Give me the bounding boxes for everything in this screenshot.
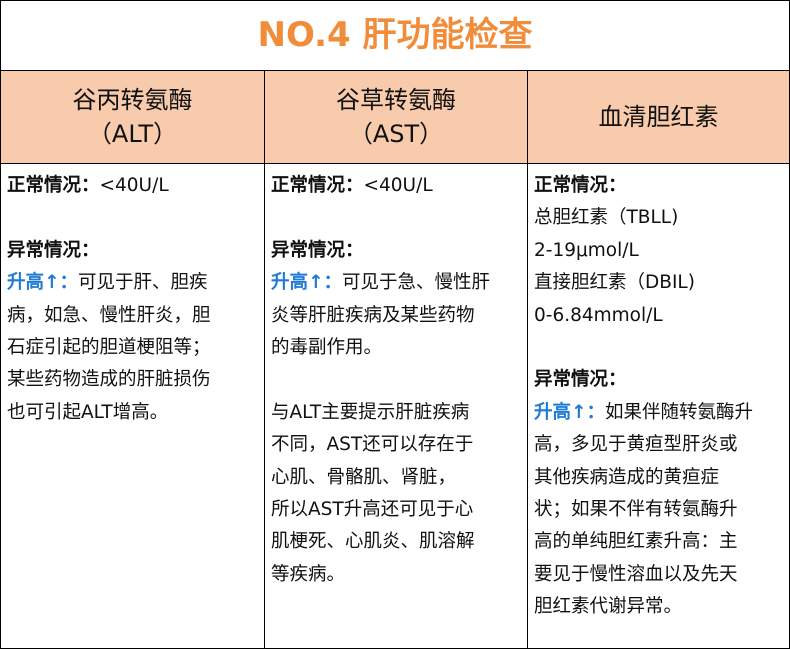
- text-line: 高的单纯胆红素升高：主: [534, 526, 783, 558]
- line-text: 石症引起的胆道梗阻等；: [7, 336, 211, 358]
- header-text: （ALT）: [87, 120, 178, 148]
- line-text: 状；如果不伴有转氨酶升: [534, 498, 738, 520]
- header-cell-ast: 谷草转氨酶 （AST）: [265, 71, 528, 163]
- header-row: 谷丙转氨酶 （ALT） 谷草转氨酶 （AST） 血清胆红素: [1, 71, 789, 164]
- line-text: 等疾病。: [271, 563, 346, 585]
- elevated-label: 升高↑：: [534, 401, 606, 423]
- line-text: 与ALT主要提示肝脏疾病: [271, 401, 470, 423]
- text-line: 正常情况：<40U/L: [271, 170, 521, 202]
- header-text: 谷草转氨酶: [336, 86, 456, 114]
- text-line: 也可引起ALT增高。: [7, 397, 258, 429]
- line-text: 不同，AST还可以存在于: [271, 434, 474, 456]
- text-line: 总胆红素（TBLL): [534, 202, 783, 234]
- header-text: （AST）: [348, 120, 444, 148]
- line-text: 2-19μmol/L: [534, 239, 639, 261]
- section-label: 正常情况：: [7, 175, 100, 196]
- text-line: [534, 332, 783, 364]
- section-label: 异常情况：: [534, 369, 627, 391]
- section-label: 正常情况：: [271, 175, 364, 196]
- text-line: 要见于慢性溶血以及先天: [534, 559, 783, 591]
- text-line: 正常情况：<40U/L: [7, 170, 258, 202]
- text-line: 升高↑：可见于肝、胆疾: [7, 267, 258, 299]
- line-text: 心肌、骨骼肌、肾脏，: [271, 466, 457, 488]
- line-text: <40U/L: [363, 175, 433, 196]
- text-line: 病，如急、慢性肝炎，胆: [7, 300, 258, 332]
- line-text: 其他疾病造成的黄疸症: [534, 466, 720, 488]
- text-line: 升高↑：可见于急、慢性肝: [271, 267, 521, 299]
- body-cell-ast: 正常情况：<40U/L 异常情况： 升高↑：可见于急、慢性肝炎等肝脏疾病及某些药物的…: [265, 164, 528, 648]
- text-line: 高，多见于黄疸型肝炎或: [534, 429, 783, 461]
- header-cell-alt: 谷丙转氨酶 （ALT）: [1, 71, 265, 163]
- section-label: 正常情况：: [534, 175, 627, 196]
- text-line: 异常情况：: [271, 235, 521, 267]
- text-line: 石症引起的胆道梗阻等；: [7, 332, 258, 364]
- text-line: 异常情况：: [534, 364, 783, 396]
- text-line: 2-19μmol/L: [534, 235, 783, 267]
- line-text: <40U/L: [99, 175, 169, 196]
- line-text: 病，如急、慢性肝炎，胆: [7, 304, 211, 326]
- text-line: 炎等肝脏疾病及某些药物: [271, 300, 521, 332]
- section-label: 异常情况：: [271, 239, 364, 261]
- text-line: 0-6.84mmol/L: [534, 300, 783, 332]
- text-line: 状；如果不伴有转氨酶升: [534, 494, 783, 526]
- line-text: 要见于慢性溶血以及先天: [534, 563, 738, 585]
- text-line: [271, 202, 521, 234]
- text-line: 异常情况：: [7, 235, 258, 267]
- elevated-label: 升高↑：: [7, 272, 79, 294]
- body-cell-bilirubin: 正常情况： 总胆红素（TBLL) 2-19μmol/L 直接胆红素（DBIL) 0-6.…: [528, 164, 789, 648]
- header-text: 谷丙转氨酶: [72, 86, 193, 114]
- line-text: 所以AST升高还可见于心: [271, 498, 474, 520]
- text-line: 等疾病。: [271, 559, 521, 591]
- line-text: 直接胆红素（DBIL): [534, 272, 695, 294]
- line-text: 可见于急、慢性肝: [342, 272, 491, 294]
- text-line: 与ALT主要提示肝脏疾病: [271, 397, 521, 429]
- text-line: 所以AST升高还可见于心: [271, 494, 521, 526]
- line-text: 高，多见于黄疸型肝炎或: [534, 434, 738, 456]
- text-line: 胆红素代谢异常。: [534, 591, 783, 623]
- elevated-label: 升高↑：: [271, 272, 343, 294]
- text-line: [271, 364, 521, 396]
- text-line: 肌梗死、心肌炎、肌溶解: [271, 526, 521, 558]
- line-text: 炎等肝脏疾病及某些药物: [271, 304, 475, 326]
- line-text: 某些药物造成的肝脏损伤: [7, 369, 211, 391]
- text-line: 升高↑：如果伴随转氨酶升: [534, 397, 783, 429]
- line-text: 如果伴随转氨酶升: [605, 401, 754, 423]
- line-text: 高的单纯胆红素升高：主: [534, 531, 738, 553]
- line-text: 可见于肝、胆疾: [78, 272, 208, 294]
- text-line: [7, 202, 258, 234]
- text-line: 某些药物造成的肝脏损伤: [7, 364, 258, 396]
- header-text: 血清胆红素: [598, 103, 719, 131]
- line-text: 总胆红素（TBLL): [534, 207, 679, 229]
- line-text: 的毒副作用。: [271, 336, 383, 358]
- text-line: 正常情况：: [534, 170, 783, 202]
- text-line: 直接胆红素（DBIL): [534, 267, 783, 299]
- line-text: 也可引起ALT增高。: [7, 401, 169, 423]
- section-label: 异常情况：: [7, 239, 100, 261]
- line-text: 胆红素代谢异常。: [534, 596, 683, 618]
- text-line: 的毒副作用。: [271, 332, 521, 364]
- line-text: 0-6.84mmol/L: [534, 304, 663, 326]
- text-line: 心肌、骨骼肌、肾脏，: [271, 462, 521, 494]
- text-line: 其他疾病造成的黄疸症: [534, 462, 783, 494]
- page-title: NO.4 肝功能检查: [1, 1, 789, 71]
- body-cell-alt: 正常情况：<40U/L 异常情况： 升高↑：可见于肝、胆疾病，如急、慢性肝炎，胆 石症…: [1, 164, 265, 648]
- line-text: 肌梗死、心肌炎、肌溶解: [271, 531, 475, 553]
- body-row: 正常情况：<40U/L 异常情况： 升高↑：可见于肝、胆疾 病，如急、慢性肝炎，胆 石症…: [1, 164, 789, 648]
- text-line: 不同，AST还可以存在于: [271, 429, 521, 461]
- header-cell-bilirubin: 血清胆红素: [528, 71, 789, 163]
